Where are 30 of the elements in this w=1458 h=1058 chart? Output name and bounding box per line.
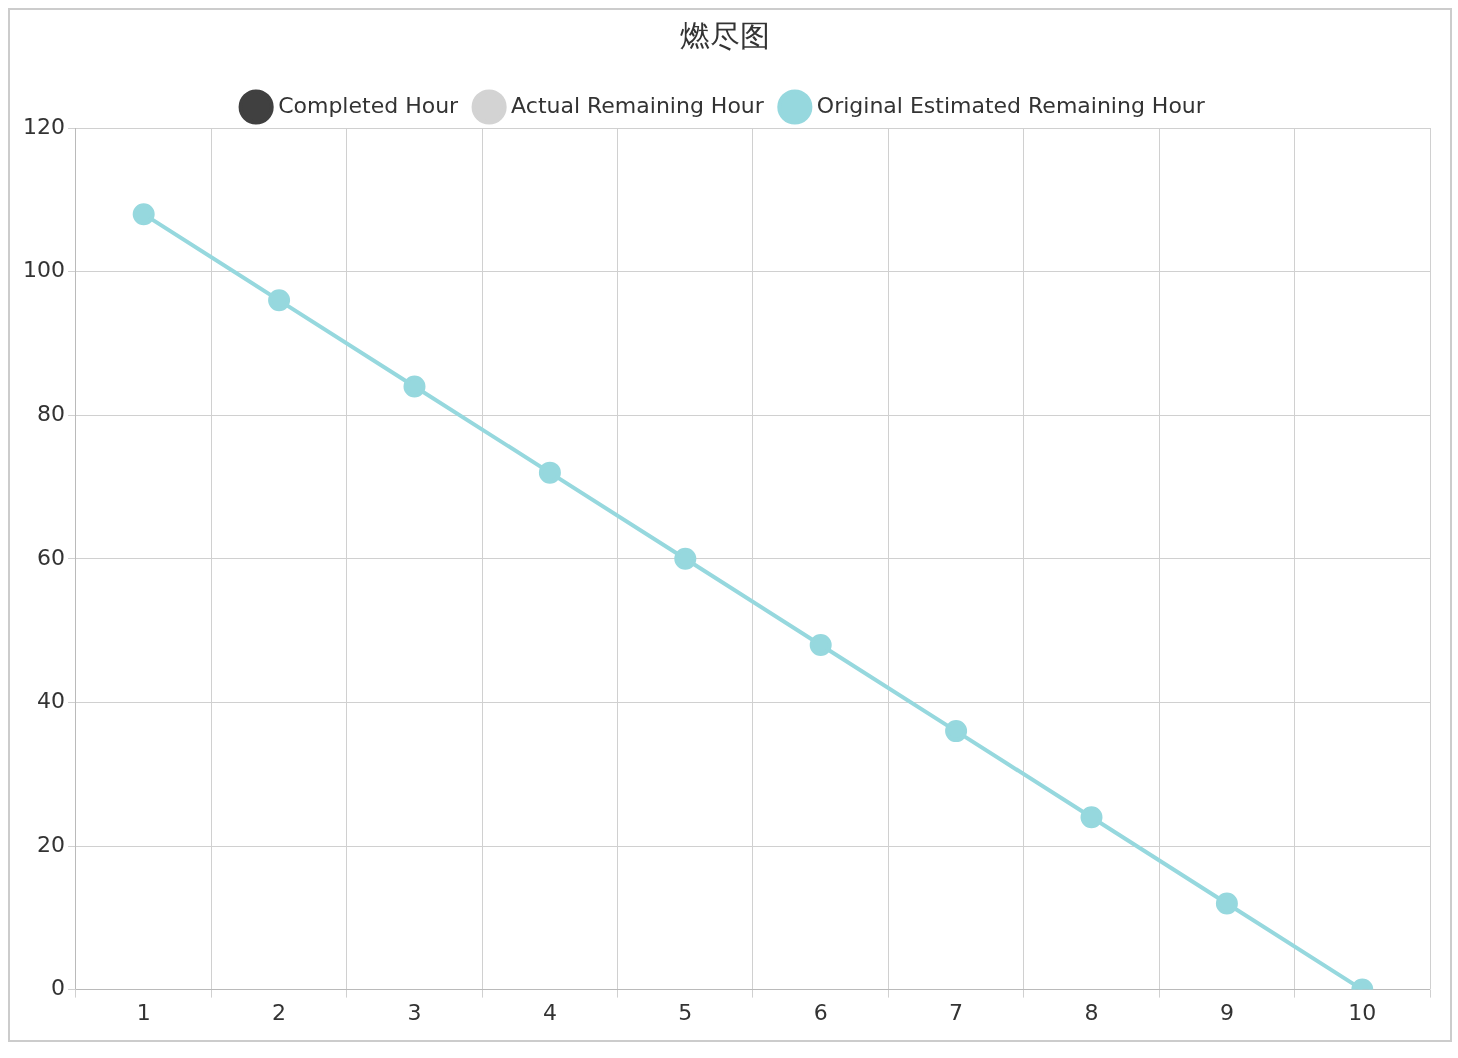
y-tick-label: 80 xyxy=(36,400,65,426)
x-tick-label: 4 xyxy=(542,999,557,1025)
chart-title: 燃尽图 xyxy=(680,17,770,53)
x-tick-label: 8 xyxy=(1084,999,1099,1025)
x-tick-label: 10 xyxy=(1348,999,1377,1025)
point xyxy=(809,633,832,656)
point xyxy=(1215,892,1238,915)
x-tick-label: 5 xyxy=(678,999,693,1025)
y-tick-label: 40 xyxy=(36,688,65,714)
x-tick-label: 6 xyxy=(813,999,828,1025)
point xyxy=(1080,806,1103,829)
y-tick-label: 60 xyxy=(36,544,65,570)
point xyxy=(945,720,968,743)
point xyxy=(268,289,291,312)
x-tick-label: 2 xyxy=(272,999,287,1025)
y-tick-label: 20 xyxy=(36,831,65,857)
x-tick-label: 3 xyxy=(407,999,422,1025)
legend-label: Completed Hour xyxy=(278,92,460,118)
y-tick-label: 100 xyxy=(22,257,65,283)
point xyxy=(403,375,426,398)
x-tick-label: 1 xyxy=(136,999,151,1025)
point xyxy=(538,461,561,484)
y-tick-label: 0 xyxy=(50,975,65,1001)
point xyxy=(132,203,155,226)
x-tick-label: 7 xyxy=(949,999,964,1025)
point xyxy=(674,547,697,570)
x-tick-label: 9 xyxy=(1219,999,1234,1025)
legend-label: Original Estimated Remaining Hour xyxy=(816,92,1206,118)
y-tick-label: 120 xyxy=(22,113,65,139)
legend-label: Actual Remaining Hour xyxy=(511,92,765,118)
